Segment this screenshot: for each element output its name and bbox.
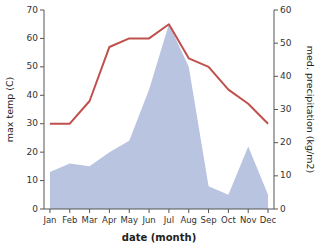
- y2-tick: [274, 175, 278, 176]
- y-tick-label: 20: [27, 147, 39, 157]
- y-tick-label: 10: [27, 175, 39, 185]
- x-tick-label: Sep: [201, 215, 217, 225]
- y2-axis-label: med. precipitation (kg/m2): [305, 46, 316, 173]
- x-tick-label: Oct: [221, 215, 236, 225]
- x-tick: [69, 209, 70, 213]
- x-tick: [89, 209, 90, 213]
- x-tick: [168, 209, 169, 213]
- y2-tick-label: 40: [280, 71, 292, 81]
- y-tick-label: 70: [27, 5, 39, 15]
- x-tick: [129, 209, 130, 213]
- y-tick: [40, 209, 44, 210]
- y2-tick-label: 10: [280, 170, 292, 180]
- y-tick-label: 40: [27, 90, 39, 100]
- y-tick: [40, 38, 44, 39]
- x-tick: [149, 209, 150, 213]
- plot-area: [50, 24, 268, 209]
- y-tick: [40, 10, 44, 11]
- y2-tick-label: 30: [280, 104, 292, 114]
- x-tick: [248, 209, 249, 213]
- area: [50, 24, 268, 209]
- x-tick-label: Jun: [141, 215, 155, 225]
- y-tick-label: 0: [32, 204, 38, 214]
- y2-tick-label: 60: [280, 5, 292, 15]
- x-tick-label: Mar: [82, 215, 99, 225]
- y2-tick-label: 20: [280, 137, 292, 147]
- y2-tick: [274, 76, 278, 77]
- x-tick: [228, 209, 229, 213]
- y-tick: [40, 152, 44, 153]
- x-tick: [268, 209, 269, 213]
- y-tick: [40, 180, 44, 181]
- y-tick-label: 30: [27, 118, 39, 128]
- y2-tick: [274, 142, 278, 143]
- y-tick: [40, 95, 44, 96]
- y2-tick-label: 0: [280, 204, 286, 214]
- x-tick-label: Apr: [102, 215, 117, 225]
- y-tick: [40, 123, 44, 124]
- y-axis-line: [44, 10, 45, 209]
- x-tick-label: May: [120, 215, 138, 225]
- y-tick-label: 60: [27, 33, 39, 43]
- x-axis-line: [44, 209, 274, 210]
- x-tick-label: Dec: [260, 215, 277, 225]
- y2-tick: [274, 109, 278, 110]
- y-tick: [40, 66, 44, 67]
- y-axis-label: max temp (C): [4, 77, 15, 143]
- y2-tick: [274, 43, 278, 44]
- x-tick-label: Jul: [163, 215, 174, 225]
- x-axis-label: date (month): [122, 232, 196, 243]
- x-tick: [49, 209, 50, 213]
- x-tick-label: Jan: [42, 215, 56, 225]
- y-tick-label: 50: [27, 61, 39, 71]
- x-tick: [188, 209, 189, 213]
- x-tick-label: Feb: [62, 215, 77, 225]
- y2-tick: [274, 10, 278, 11]
- y2-tick-label: 50: [280, 38, 292, 48]
- x-tick-label: Nov: [240, 215, 257, 225]
- x-tick-label: Aug: [180, 215, 197, 225]
- y2-tick: [274, 209, 278, 210]
- x-tick: [109, 209, 110, 213]
- x-tick: [208, 209, 209, 213]
- chart: 0 10 20 30 40 50 60 70 0 10 20 30 40 50 60 Jan Feb MarApr…: [0, 0, 318, 247]
- line: [50, 24, 268, 124]
